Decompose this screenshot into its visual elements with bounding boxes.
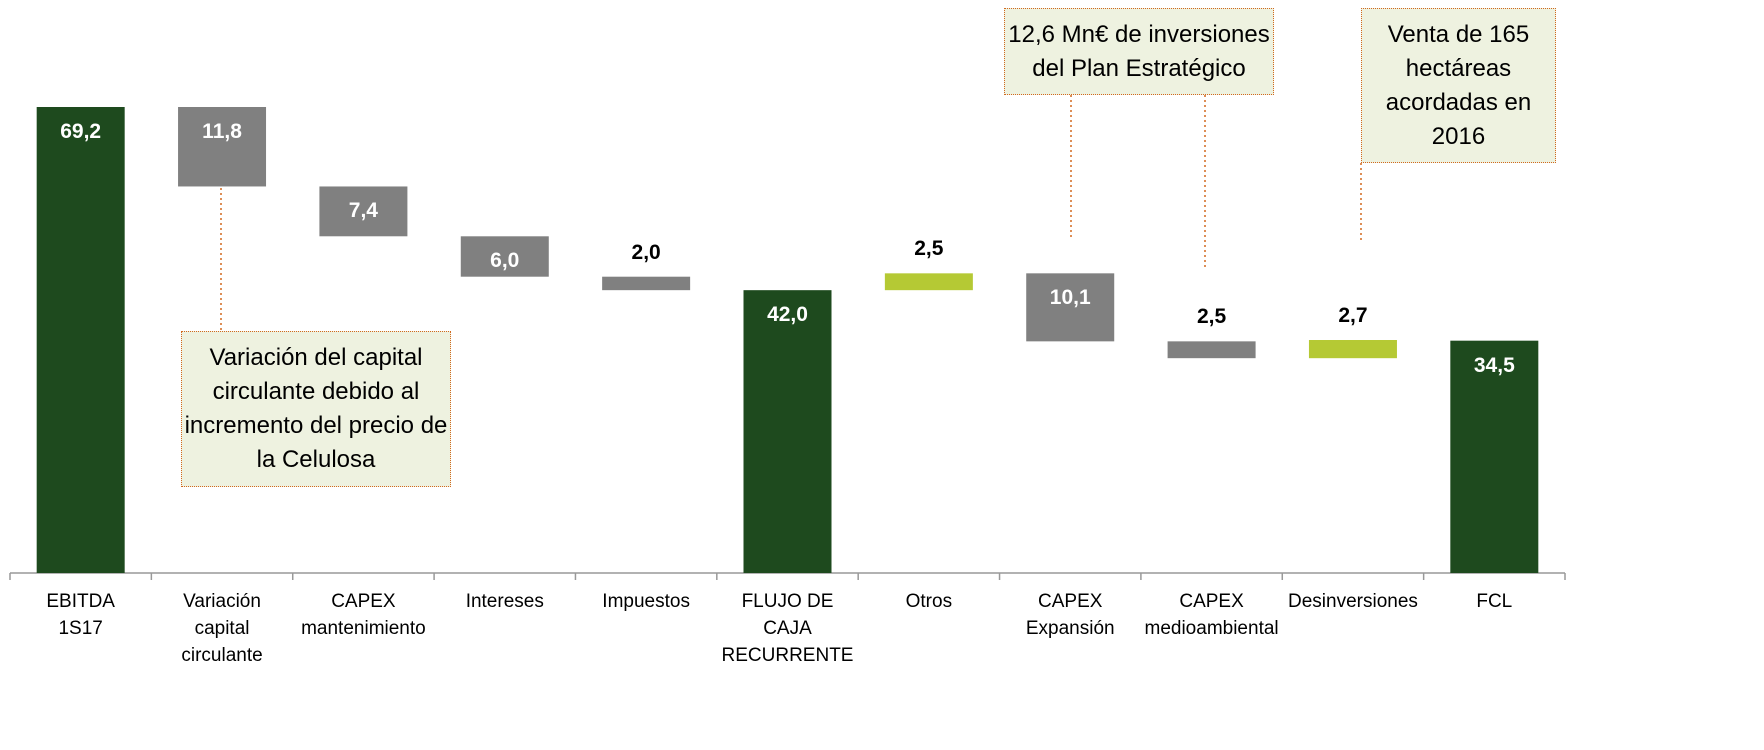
x-tick-label: FCL	[1476, 591, 1513, 612]
x-tick-label: Intereses	[465, 591, 544, 612]
annotation: Venta de 165 hectáreas acordadas en 2016	[1361, 8, 1556, 163]
value-label: 6,0	[490, 249, 520, 273]
value-label: 2,0	[631, 240, 661, 264]
annotation: Variación del capital circulante debido …	[181, 331, 451, 487]
x-tick-label: Variación capital circulante	[181, 591, 263, 666]
bar	[1308, 340, 1397, 359]
bar	[602, 276, 691, 291]
x-tick-label: EBITDA 1S17	[46, 591, 115, 639]
value-label: 2,5	[914, 237, 944, 261]
bar	[1167, 341, 1256, 359]
bar	[319, 186, 408, 237]
value-label: 34,5	[1473, 353, 1515, 377]
value-label: 11,8	[202, 120, 242, 143]
bar	[743, 290, 832, 573]
bar	[178, 107, 267, 187]
value-label: 69,2	[60, 120, 102, 143]
value-label: 7,4	[348, 199, 378, 223]
x-tick-label: CAPEX Expansión	[1025, 591, 1115, 639]
x-tick-label: Impuestos	[602, 591, 690, 612]
bar	[460, 236, 549, 277]
x-tick-label: CAPEX medioambiental	[1144, 591, 1279, 639]
x-tick-label: FLUJO DE CAJA RECURRENTE	[721, 591, 854, 666]
x-tick-label: Otros	[905, 591, 953, 612]
x-tick-label: Desinversiones	[1288, 591, 1418, 612]
bar	[1450, 340, 1539, 573]
value-label: 2,7	[1338, 304, 1368, 327]
value-label: 10,1	[1049, 286, 1091, 310]
bar	[36, 107, 125, 573]
bar	[884, 273, 973, 291]
bar	[1026, 273, 1115, 342]
value-label: 42,0	[767, 303, 808, 327]
annotation: 12,6 Mn€ de inversiones del Plan Estraté…	[1004, 8, 1274, 95]
value-label: 2,5	[1196, 305, 1227, 329]
x-tick-label: CAPEX mantenimiento	[301, 591, 426, 639]
